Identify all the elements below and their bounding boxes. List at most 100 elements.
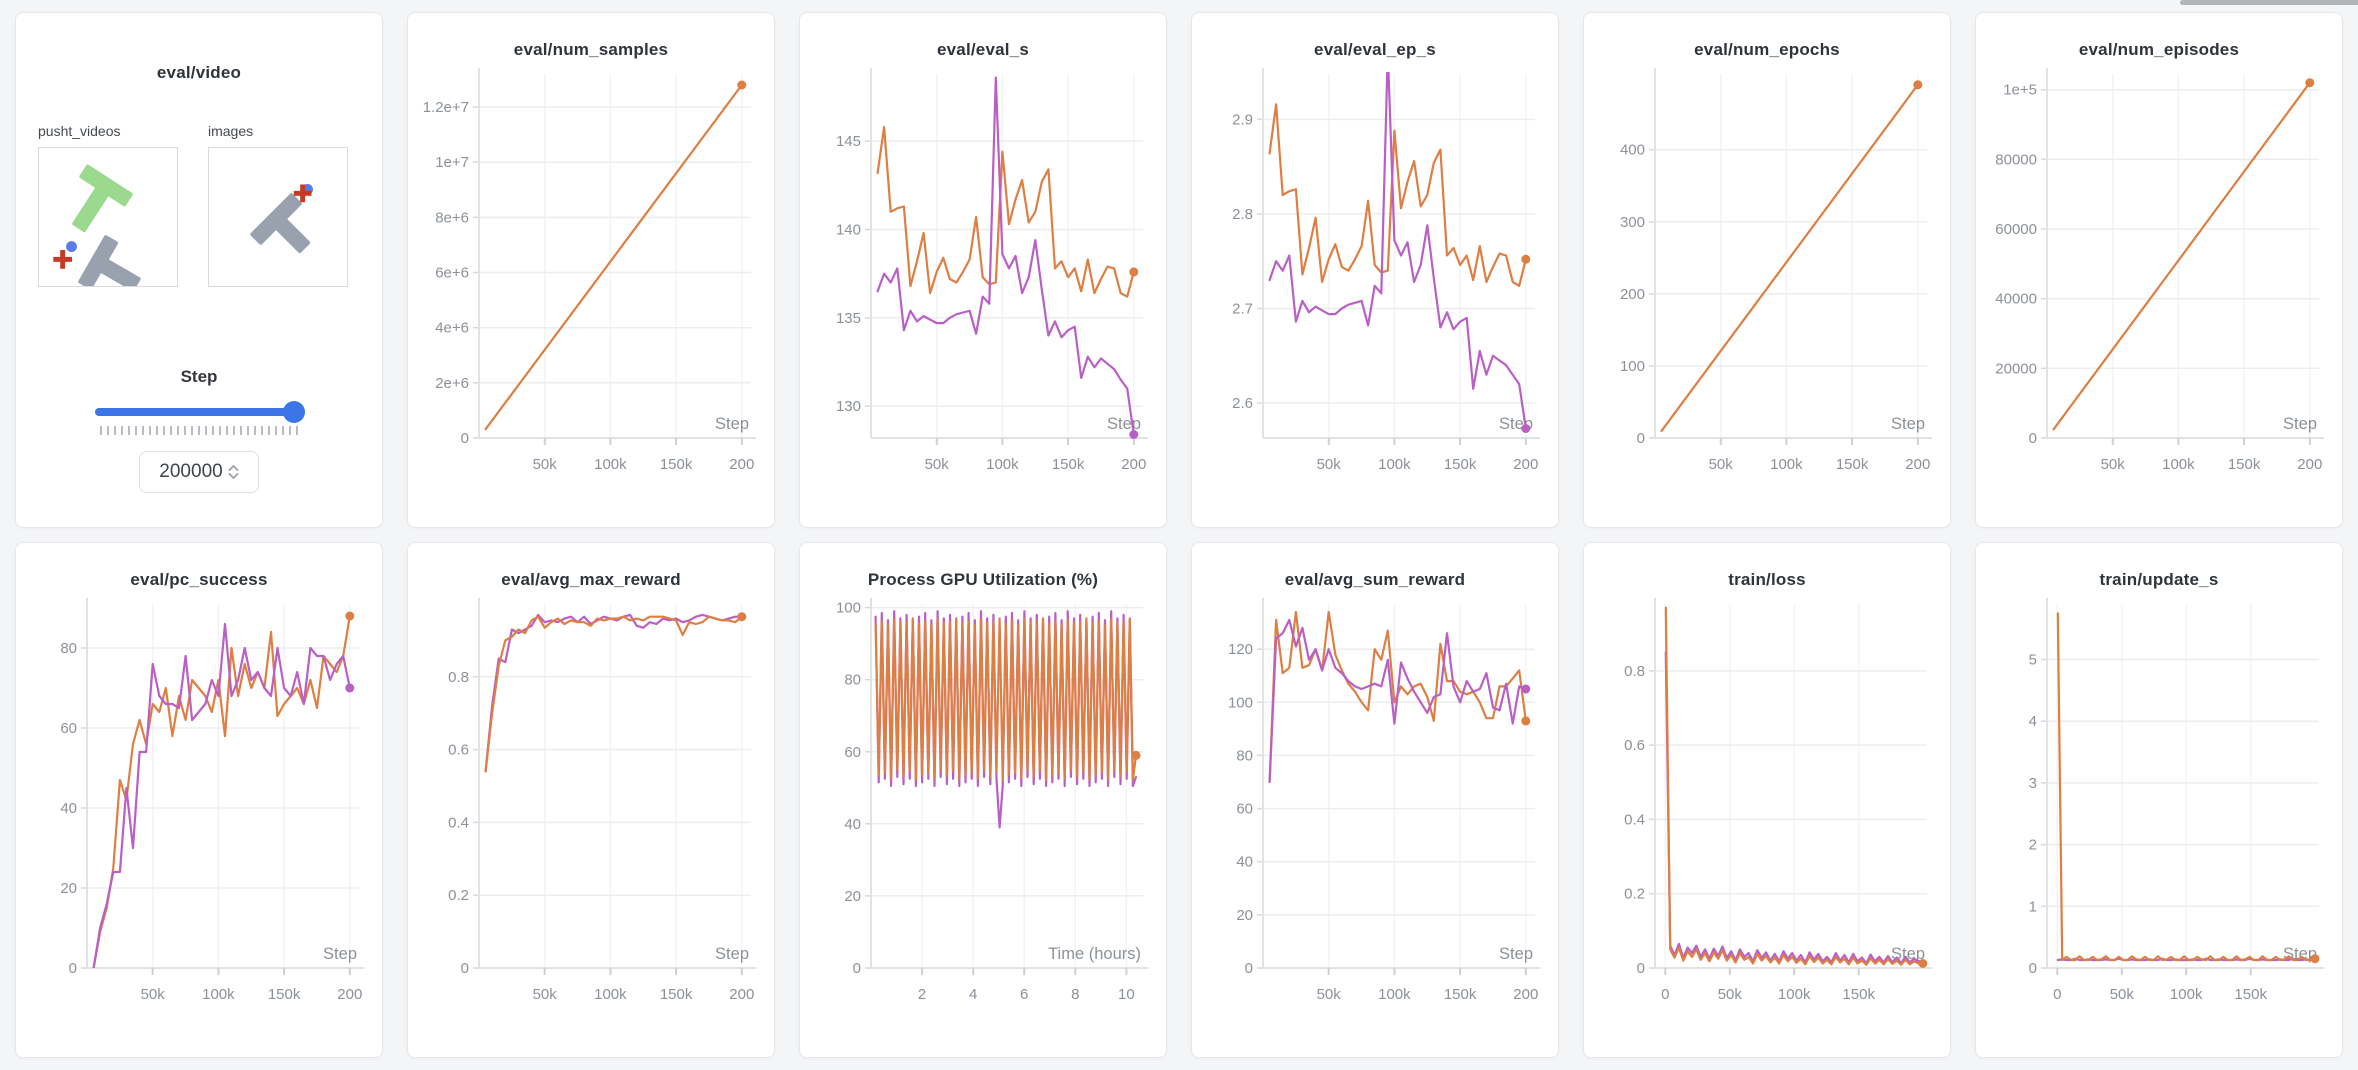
line-chart-eval-s[interactable]: 50k 100k 150k 200 130 135 140 145 Step [813,60,1153,500]
step-slider-thumb[interactable] [283,401,305,423]
svg-text:0: 0 [2029,430,2037,447]
line-chart-pc-success[interactable]: 50k 100k 150k 200 0 20 40 60 80 Step [29,590,369,1030]
svg-text:Time (hours): Time (hours) [1048,945,1141,963]
svg-text:0: 0 [1637,960,1645,977]
chart-panel-gpu-utilization: Process GPU Utilization (%) 2 4 6 8 10 0 20 40 6… [799,542,1167,1058]
chart-title: eval/num_epochs [1694,40,1840,59]
svg-text:2.6: 2.6 [1232,395,1253,412]
svg-text:2: 2 [2029,837,2037,854]
svg-text:150k: 150k [2228,456,2261,473]
chart-title: eval/num_samples [513,40,669,59]
svg-text:0: 0 [2053,986,2061,1003]
svg-text:1e+5: 1e+5 [2003,82,2037,99]
svg-text:100k: 100k [1770,456,1803,473]
svg-text:120: 120 [1228,641,1253,658]
svg-text:150k: 150k [660,456,693,473]
svg-text:20: 20 [1236,907,1253,924]
step-input[interactable]: 200000 [139,451,259,493]
svg-text:2e+6: 2e+6 [435,375,469,392]
svg-text:300: 300 [1620,214,1645,231]
svg-text:2: 2 [918,986,926,1003]
video-labels-row: pusht_videos images [38,123,360,139]
svg-text:0.8: 0.8 [448,669,469,686]
video-thumbnail-pusht-videos[interactable] [38,147,178,287]
svg-text:80: 80 [1236,747,1253,764]
svg-text:200: 200 [1513,456,1538,473]
svg-text:60: 60 [844,744,861,761]
line-chart-num-episodes[interactable]: 50k 100k 150k 200 0 20000 40000 60000 80000 1e+5 S… [1989,60,2329,500]
horizontal-scrollbar[interactable] [2180,0,2358,5]
step-slider-ruler [100,426,298,435]
line-chart-avg-max-reward[interactable]: 50k 100k 150k 200 0 0.2 0.4 0.6 0.8 Step [421,590,761,1030]
svg-text:150k: 150k [1444,456,1477,473]
svg-text:50k: 50k [2101,456,2126,473]
svg-text:150k: 150k [1052,456,1085,473]
svg-text:140: 140 [836,222,861,239]
svg-text:40000: 40000 [1995,291,2037,308]
svg-text:150k: 150k [268,986,301,1003]
svg-text:Step: Step [323,945,357,963]
svg-text:Step: Step [1891,415,1925,433]
panel-title: eval/video [156,63,242,82]
svg-text:Step: Step [715,945,749,963]
svg-text:135: 135 [836,310,861,327]
svg-text:0: 0 [853,960,861,977]
svg-text:0: 0 [461,960,469,977]
svg-text:2.9: 2.9 [1232,111,1253,128]
step-slider-track[interactable] [95,408,303,416]
chart-title: eval/pc_success [130,570,268,589]
stepper-arrows-icon[interactable] [228,464,239,480]
svg-text:20: 20 [844,888,861,905]
svg-text:50k: 50k [533,986,558,1003]
svg-text:4: 4 [2029,713,2037,730]
svg-text:200: 200 [1121,456,1146,473]
step-input-value: 200000 [159,461,223,482]
video-thumbnail-images[interactable] [208,147,348,287]
gray-tee-shape [78,235,141,286]
line-chart-avg-sum-reward[interactable]: 50k 100k 150k 200 0 20 40 60 80 100 120 Step [1205,590,1545,1030]
svg-text:80000: 80000 [1995,151,2037,168]
chart-title: train/update_s [2099,570,2219,589]
green-tee-shape [72,164,133,232]
svg-text:6: 6 [1020,986,1028,1003]
line-chart-train-loss[interactable]: 0 50k 100k 150k 0 0.2 0.4 0.6 0.8 Step [1597,590,1937,1030]
svg-text:80: 80 [60,640,77,657]
chart-panel-eval-s: eval/eval_s 50k 100k 150k 200 130 135 140 145 St… [799,12,1167,528]
chart-title: Process GPU Utilization (%) [867,570,1099,589]
chart-panel-num-episodes: eval/num_episodes 50k 100k 150k 200 0 20000 40… [1975,12,2343,528]
svg-text:100k: 100k [202,986,235,1003]
svg-text:100k: 100k [2162,456,2195,473]
svg-text:0.8: 0.8 [1624,663,1645,680]
chart-title: eval/eval_ep_s [1314,40,1436,59]
svg-text:100k: 100k [986,456,1019,473]
target-cross-icon [293,184,312,203]
pusht-observation-image [250,183,313,254]
svg-text:50k: 50k [2110,986,2135,1003]
line-chart-num-epochs[interactable]: 50k 100k 150k 200 0 100 200 300 400 Step [1597,60,1937,500]
svg-text:0.6: 0.6 [1624,737,1645,754]
svg-text:Step: Step [1107,415,1141,433]
svg-text:0: 0 [2029,960,2037,977]
svg-text:Step: Step [715,415,749,433]
svg-text:50k: 50k [533,456,558,473]
svg-text:4e+6: 4e+6 [435,320,469,337]
line-chart-num-samples[interactable]: 50k 100k 150k 200 0 2e+6 4e+6 6e+6 8e+6 1e+7 1.2e+… [421,60,761,500]
svg-text:40: 40 [1236,854,1253,871]
svg-text:150k: 150k [660,986,693,1003]
svg-text:2.7: 2.7 [1232,301,1253,318]
svg-text:0: 0 [69,960,77,977]
svg-text:0.6: 0.6 [448,742,469,759]
svg-text:50k: 50k [1709,456,1734,473]
chart-panel-eval-ep-s: eval/eval_ep_s 50k 100k 150k 200 2.6 2.7 2.8 2.… [1191,12,1559,528]
pusht-scene-image [53,164,141,286]
svg-text:0: 0 [461,430,469,447]
svg-text:50k: 50k [1718,986,1743,1003]
svg-text:100k: 100k [1778,986,1811,1003]
step-slider[interactable] [95,401,305,423]
svg-text:50k: 50k [1317,456,1342,473]
svg-text:0.2: 0.2 [448,887,469,904]
svg-text:Step: Step [1891,945,1925,963]
